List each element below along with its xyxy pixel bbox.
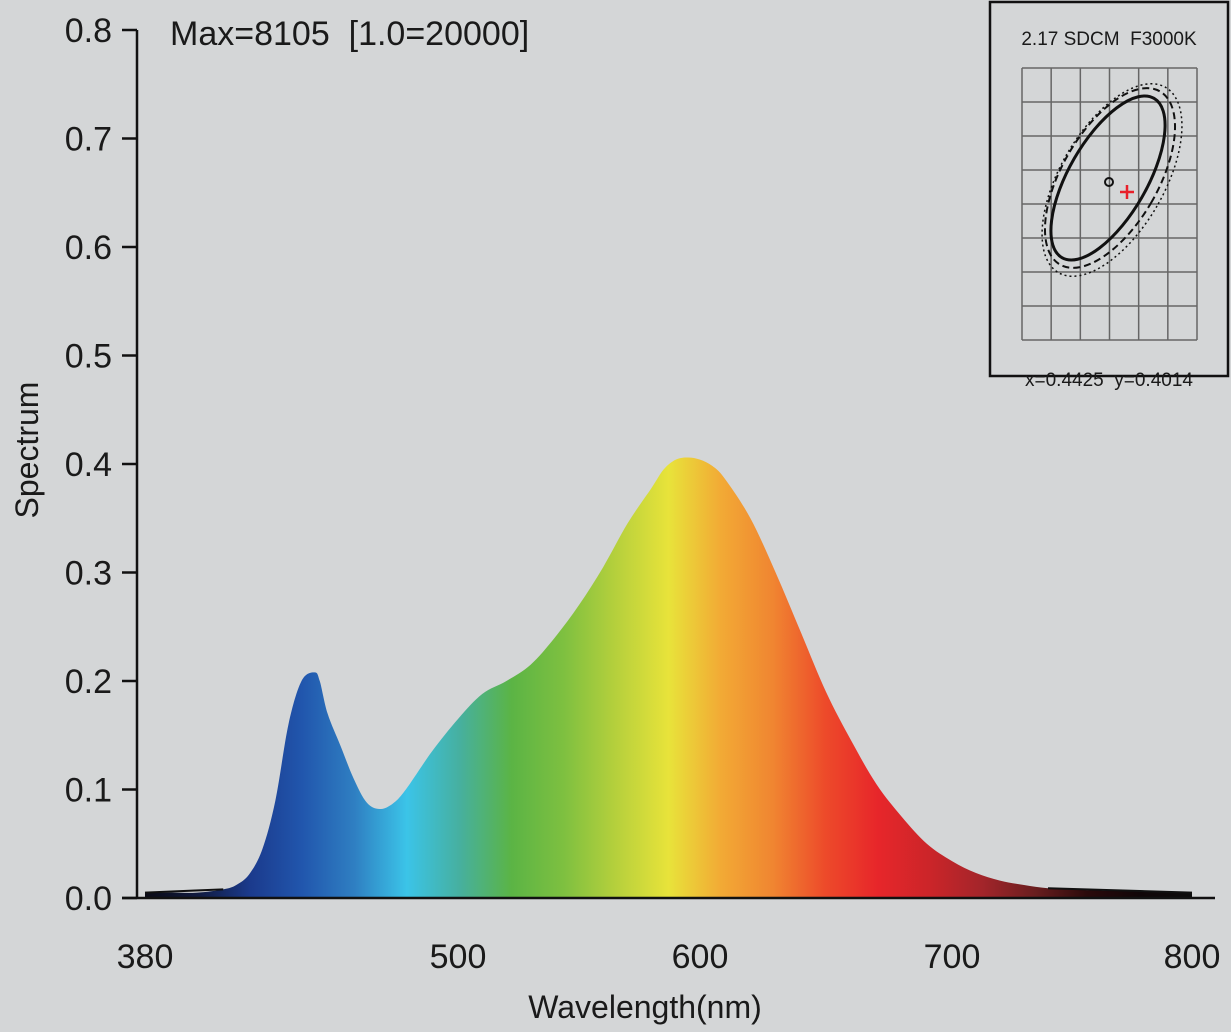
x-tick-label: 500	[430, 938, 487, 976]
x-axis-title: Wavelength(nm)	[528, 989, 762, 1025]
y-axis-title: Spectrum	[9, 382, 45, 519]
x-tick-label: 800	[1164, 938, 1221, 976]
inset-ellipse-dashed	[1043, 87, 1177, 269]
inset-coordinates: x=0.4425 y=0.4014	[1025, 370, 1193, 391]
y-tick-label: 0.8	[65, 12, 112, 50]
x-tick-label: 380	[117, 938, 174, 976]
max-annotation: Max=8105 [1.0=20000]	[170, 15, 529, 53]
chromaticity-inset: 2.17 SDCM F3000K x=0.4425 y=0.4014	[988, 0, 1230, 391]
y-tick-label: 0.0	[65, 880, 112, 918]
y-axis-ticks: 0.0 0.1 0.2 0.3 0.4 0.5 0.6 0.7 0.8	[65, 12, 137, 918]
spectrum-area	[145, 457, 1192, 898]
y-tick-label: 0.4	[65, 446, 112, 484]
y-tick-label: 0.1	[65, 772, 112, 810]
inset-target-point	[1104, 177, 1114, 187]
spectrum-outline	[144, 887, 1193, 894]
x-axis-ticks: 380 500 600 700 800	[117, 938, 1221, 976]
y-tick-label: 0.2	[65, 663, 112, 701]
y-tick-label: 0.5	[65, 338, 112, 376]
inset-measured-marker	[1120, 185, 1134, 199]
x-tick-label: 700	[924, 938, 981, 976]
inset-ellipse-solid	[1049, 94, 1167, 262]
inset-ellipse-dotted	[1041, 83, 1183, 277]
inset-title: 2.17 SDCM F3000K	[1021, 29, 1197, 50]
y-tick-label: 0.6	[65, 229, 112, 267]
y-tick-label: 0.7	[65, 121, 112, 159]
x-tick-label: 600	[672, 938, 729, 976]
y-tick-label: 0.3	[65, 555, 112, 593]
